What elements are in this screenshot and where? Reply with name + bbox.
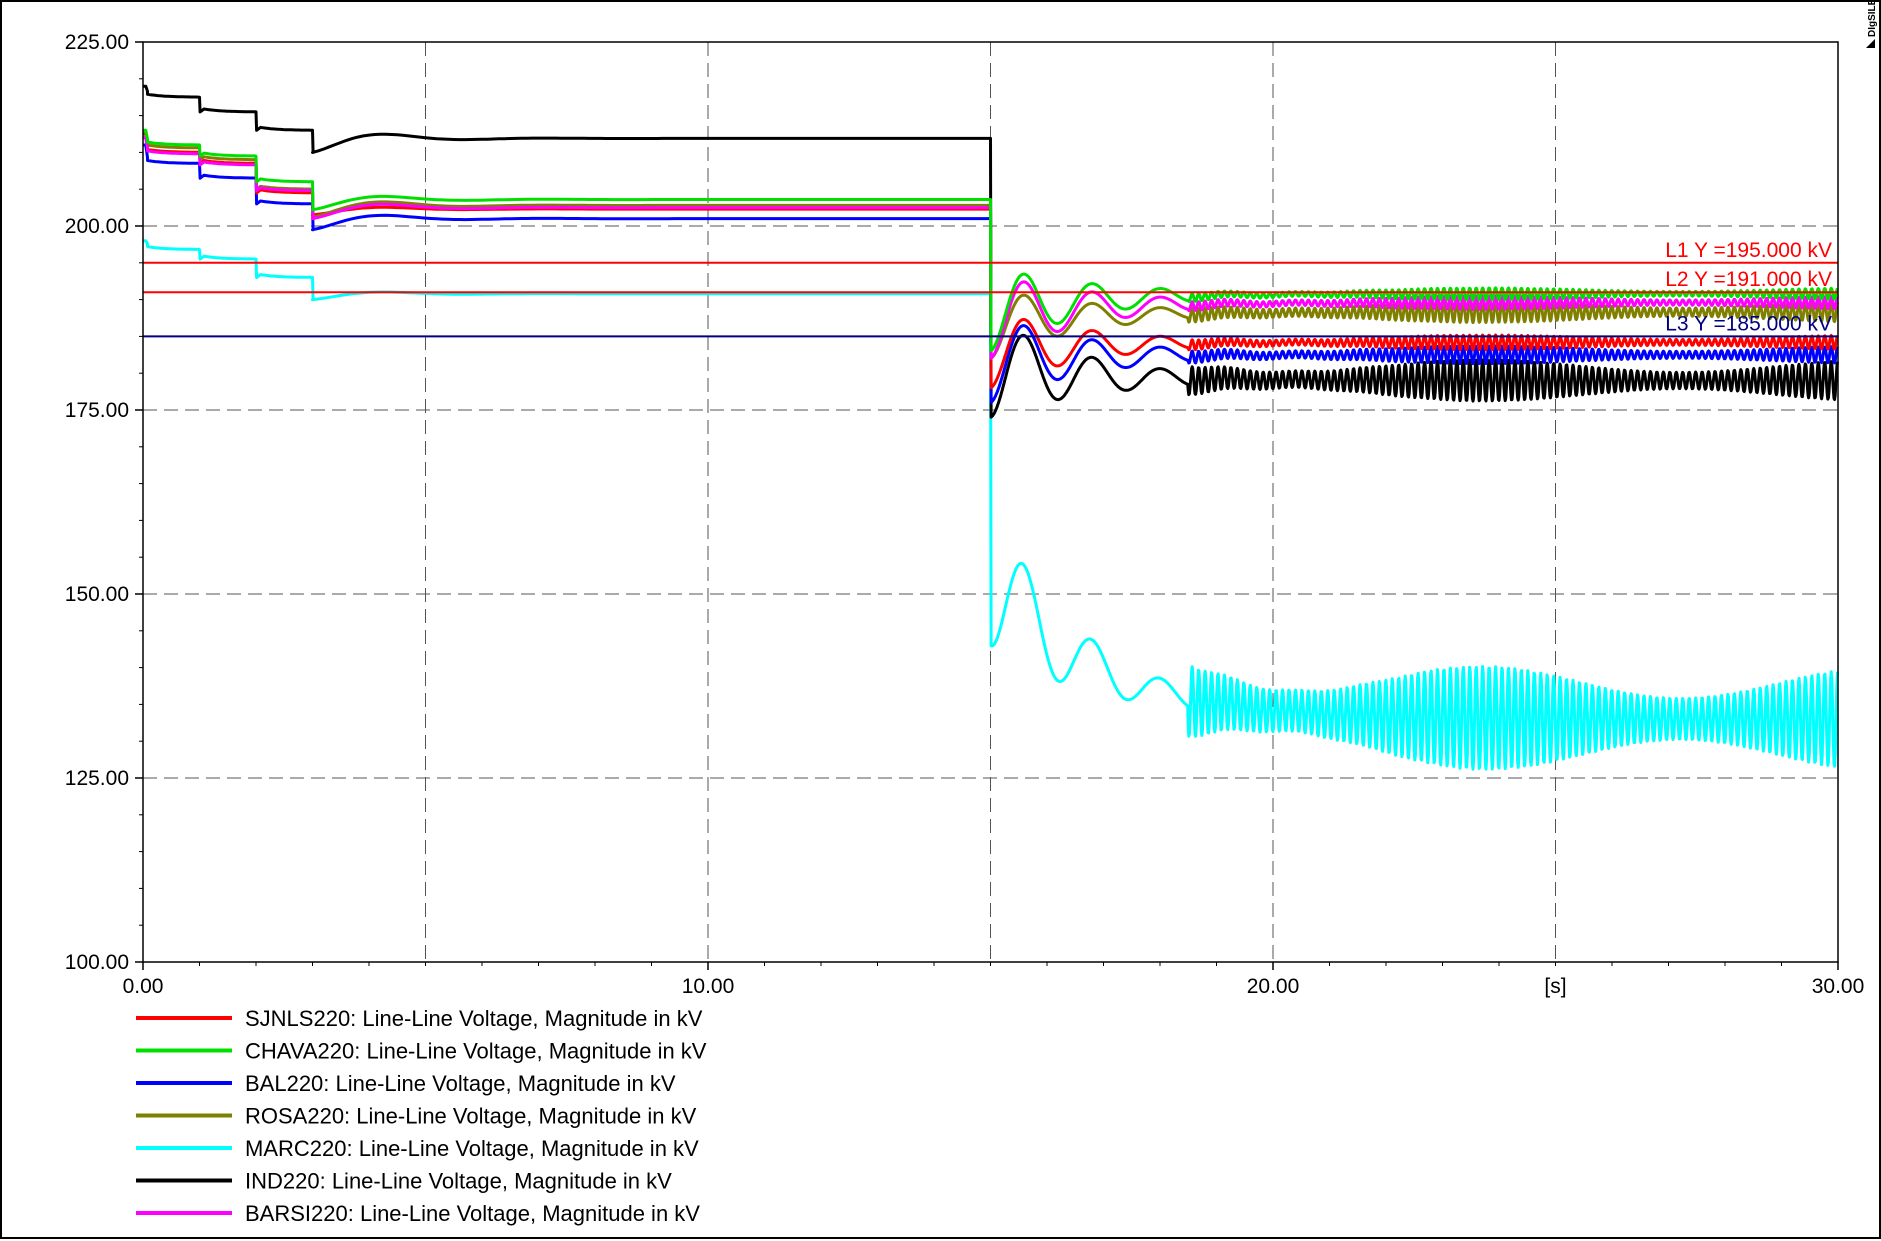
series-line: [143, 130, 1839, 360]
reference-label-l3: L3 Y =185.000 kV: [1665, 312, 1832, 335]
legend-label: SJNLS220: Line-Line Voltage, Magnitude i…: [245, 1006, 703, 1031]
legend-label: CHAVA220: Line-Line Voltage, Magnitude i…: [245, 1039, 707, 1064]
y-tick-label: 100.00: [65, 951, 129, 974]
series-line: [143, 84, 1839, 419]
brand-logo: DIgSILENT: [1866, 2, 1878, 48]
brand-triangle-icon: [1866, 39, 1875, 48]
legend-label: MARC220: Line-Line Voltage, Magnitude in…: [245, 1136, 699, 1161]
x-tick-label: 20.00: [1247, 975, 1300, 998]
reference-lines: L1 Y =195.000 kV L2 Y =191.000 kV L3 Y =18…: [143, 239, 1838, 338]
legend-label: ROSA220: Line-Line Voltage, Magnitude in…: [245, 1104, 697, 1129]
reference-label-l2: L2 Y =191.000 kV: [1665, 268, 1832, 291]
legend: SJNLS220: Line-Line Voltage, Magnitude i…: [136, 1006, 707, 1226]
x-axis-label: [s]: [1544, 975, 1566, 998]
series-line: [143, 239, 1839, 771]
legend-label: BARSI220: Line-Line Voltage, Magnitude i…: [245, 1201, 700, 1226]
series-line: [143, 132, 1839, 390]
y-tick-label: 175.00: [65, 399, 129, 422]
axes: 225.00 200.00 175.00 150.00 125.00 100.000.00…: [65, 31, 1865, 998]
x-tick-label: 30.00: [1812, 975, 1865, 998]
series-line: [143, 128, 1839, 353]
y-tick-label: 150.00: [65, 583, 129, 606]
y-tick-label: 200.00: [65, 215, 129, 238]
y-tick-label: 225.00: [65, 31, 129, 54]
series-line: [143, 136, 1839, 360]
series-line: [143, 143, 1839, 404]
legend-label: IND220: Line-Line Voltage, Magnitude in …: [245, 1169, 672, 1194]
series-group: [143, 84, 1839, 771]
reference-label-l1: L1 Y =195.000 kV: [1665, 239, 1832, 262]
x-tick-label: 0.00: [123, 975, 164, 998]
legend-label: BAL220: Line-Line Voltage, Magnitude in …: [245, 1071, 676, 1096]
y-tick-label: 125.00: [65, 767, 129, 790]
x-tick-label: 10.00: [682, 975, 735, 998]
brand-text: DIgSILENT: [1867, 2, 1878, 37]
